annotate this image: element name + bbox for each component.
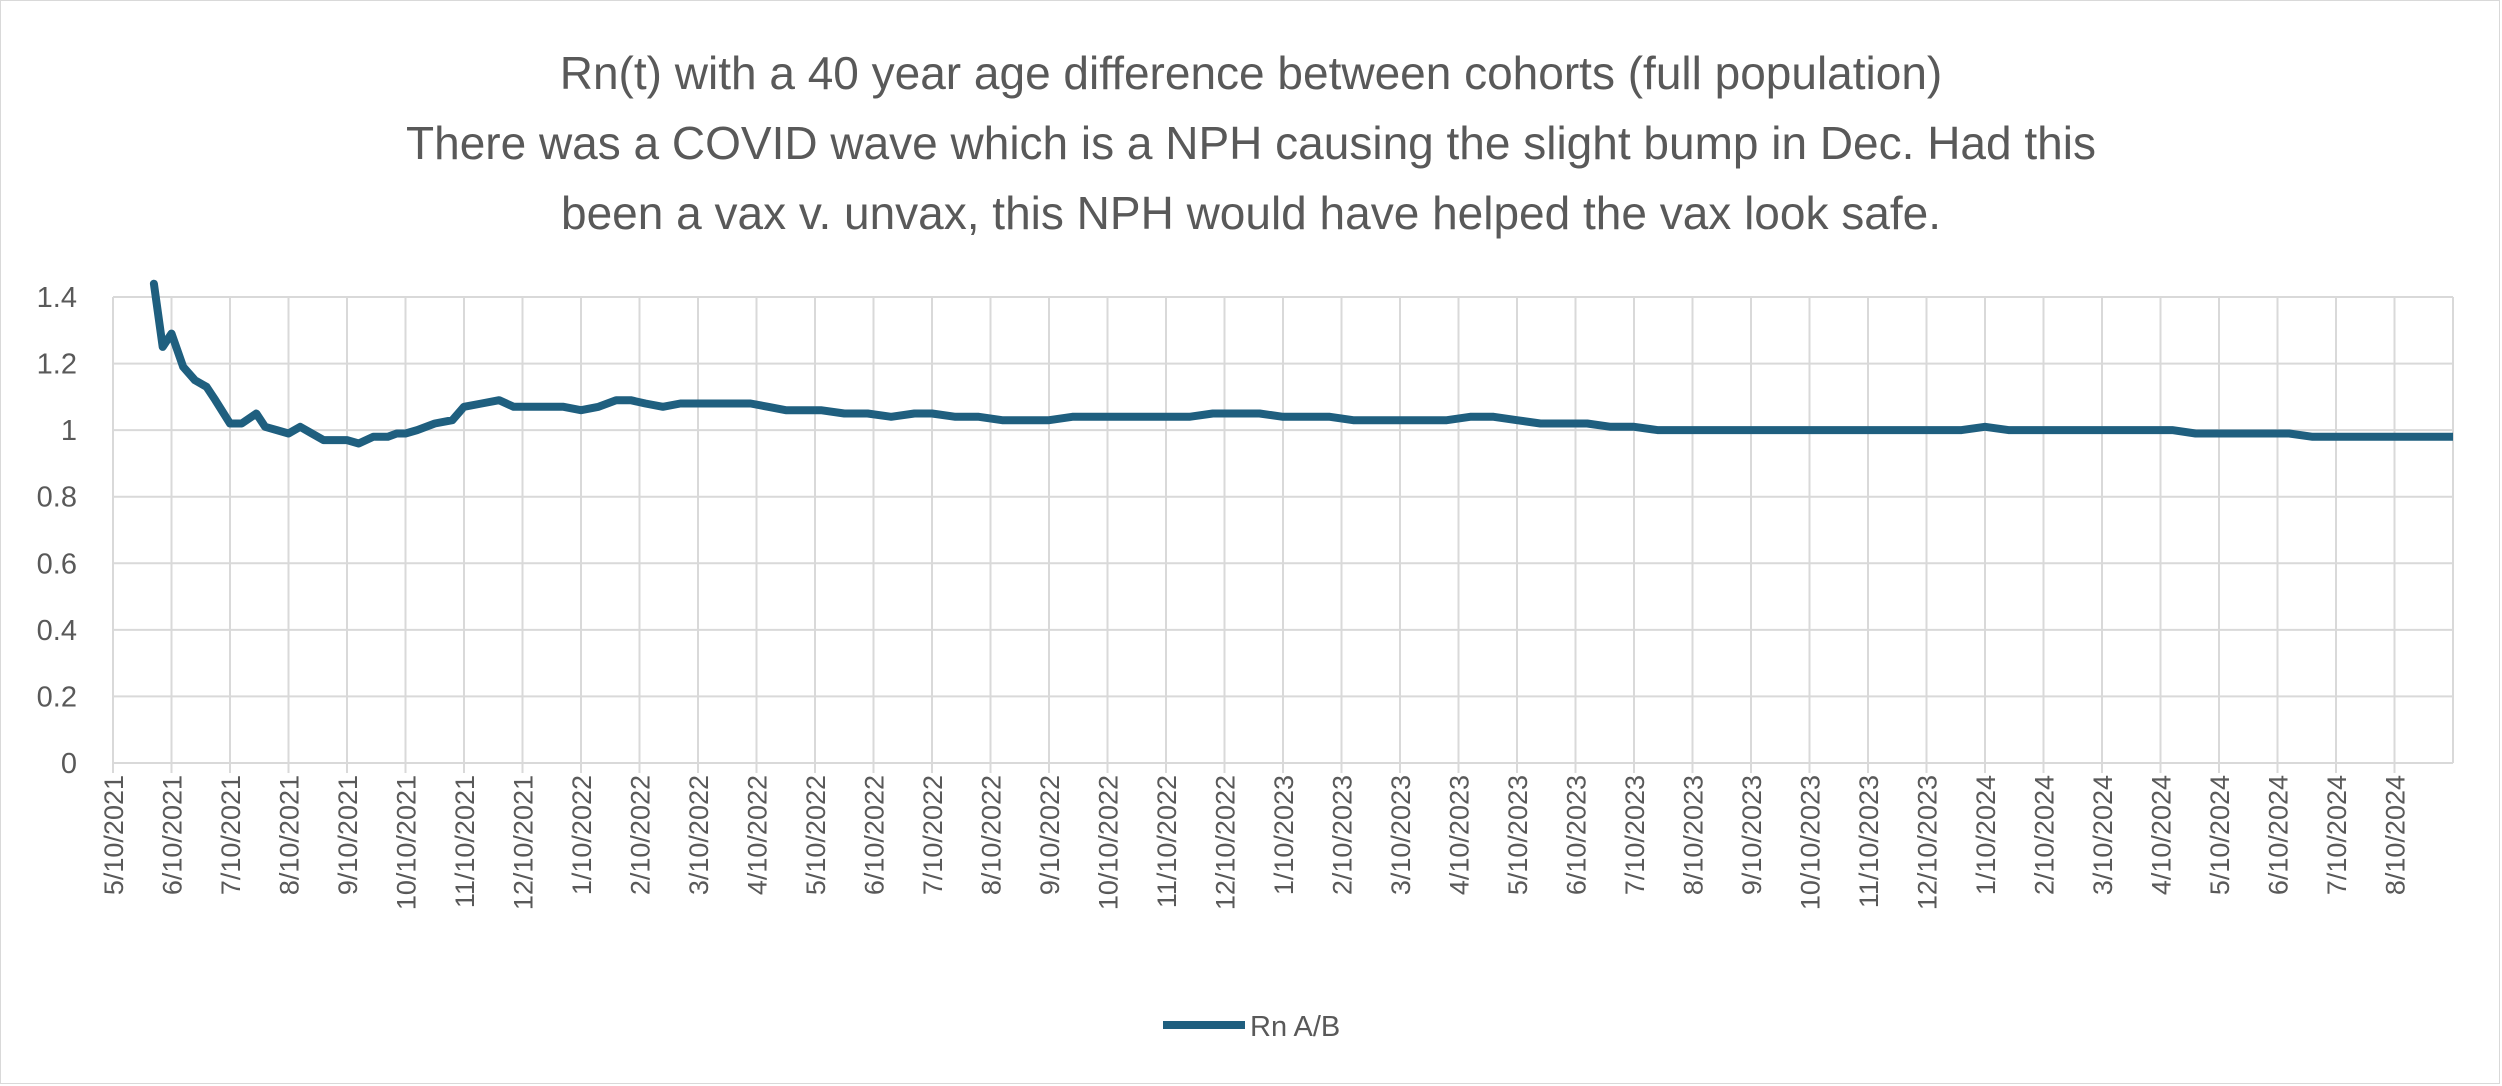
x-tick-label: 5/10/2021 [99, 775, 129, 895]
series-line-rn-ab [149, 279, 2453, 448]
x-tick-label: 2/10/2022 [626, 775, 656, 895]
series-layer [149, 279, 2453, 448]
x-tick-label: 7/10/2021 [216, 775, 246, 895]
chart-title-line-3: been a vax v. unvax, this NPH would have… [561, 187, 1941, 239]
x-axis-ticks: 5/10/2021 6/10/2021 7/10/2021 8/10/2021 9/10… [99, 775, 2411, 910]
x-tick-label: 6/10/2023 [1562, 775, 1592, 895]
x-tick-label: 4/10/2023 [1445, 775, 1475, 895]
x-tick-label: 3/10/2022 [684, 775, 714, 895]
x-tick-label: 1/10/2024 [1971, 775, 2001, 895]
legend-label-rn-ab: Rn A/B [1250, 1011, 1340, 1043]
chart-title-line-2: There was a COVID wave which is a NPH ca… [406, 117, 2096, 169]
gridlines [112, 296, 2454, 773]
x-tick-label: 6/10/2022 [860, 775, 890, 895]
chart-title-line-1: Rn(t) with a 40 year age difference betw… [559, 47, 1943, 99]
y-tick-label: 1.4 [37, 282, 77, 314]
x-tick-label: 11/10/2023 [1854, 775, 1884, 908]
y-tick-label: 0.4 [37, 615, 77, 647]
x-tick-label: 1/10/2022 [567, 775, 597, 895]
x-tick-label: 11/10/2022 [1152, 775, 1182, 908]
x-tick-label: 2/10/2024 [2030, 775, 2060, 895]
x-tick-label: 12/10/2023 [1913, 775, 1943, 910]
y-tick-label: 1 [61, 415, 77, 447]
x-tick-label: 8/10/2023 [1679, 775, 1709, 895]
x-tick-label: 3/10/2024 [2088, 775, 2118, 895]
x-tick-label: 9/10/2022 [1035, 775, 1065, 895]
x-tick-label: 10/10/2023 [1796, 775, 1826, 910]
legend: Rn A/B [1163, 1011, 1340, 1043]
x-tick-label: 12/10/2021 [509, 775, 539, 910]
x-tick-label: 2/10/2023 [1328, 775, 1358, 895]
y-tick-label: 1.2 [37, 349, 77, 381]
x-tick-label: 5/10/2024 [2205, 775, 2235, 895]
x-tick-label: 7/10/2022 [918, 775, 948, 895]
x-tick-label: 10/10/2022 [1094, 775, 1124, 910]
x-tick-label: 6/10/2021 [158, 775, 188, 895]
y-tick-label: 0 [61, 748, 77, 780]
y-tick-label: 0.2 [37, 681, 77, 713]
x-tick-label: 5/10/2023 [1503, 775, 1533, 895]
x-tick-label: 8/10/2024 [2381, 775, 2411, 895]
x-tick-label: 4/10/2024 [2147, 775, 2177, 895]
x-tick-label: 7/10/2023 [1620, 775, 1650, 895]
x-tick-label: 5/10/2022 [801, 775, 831, 895]
chart-title: Rn(t) with a 40 year age difference betw… [0, 38, 2502, 248]
y-axis-ticks: 0 0.2 0.4 0.6 0.8 1 1.2 1.4 [37, 282, 77, 780]
x-tick-label: 10/10/2021 [392, 775, 422, 910]
x-tick-label: 4/10/2022 [743, 775, 773, 895]
x-tick-label: 7/10/2024 [2322, 775, 2352, 895]
x-tick-label: 11/10/2021 [450, 775, 480, 908]
x-tick-label: 9/10/2023 [1737, 775, 1767, 895]
y-tick-label: 0.6 [37, 548, 77, 580]
x-tick-label: 12/10/2022 [1211, 775, 1241, 910]
x-tick-label: 3/10/2023 [1386, 775, 1416, 895]
x-tick-label: 8/10/2022 [977, 775, 1007, 895]
x-tick-label: 1/10/2023 [1269, 775, 1299, 895]
x-tick-label: 9/10/2021 [333, 775, 363, 895]
x-tick-label: 6/10/2024 [2264, 775, 2294, 895]
x-tick-label: 8/10/2021 [275, 775, 305, 895]
y-tick-label: 0.8 [37, 482, 77, 514]
